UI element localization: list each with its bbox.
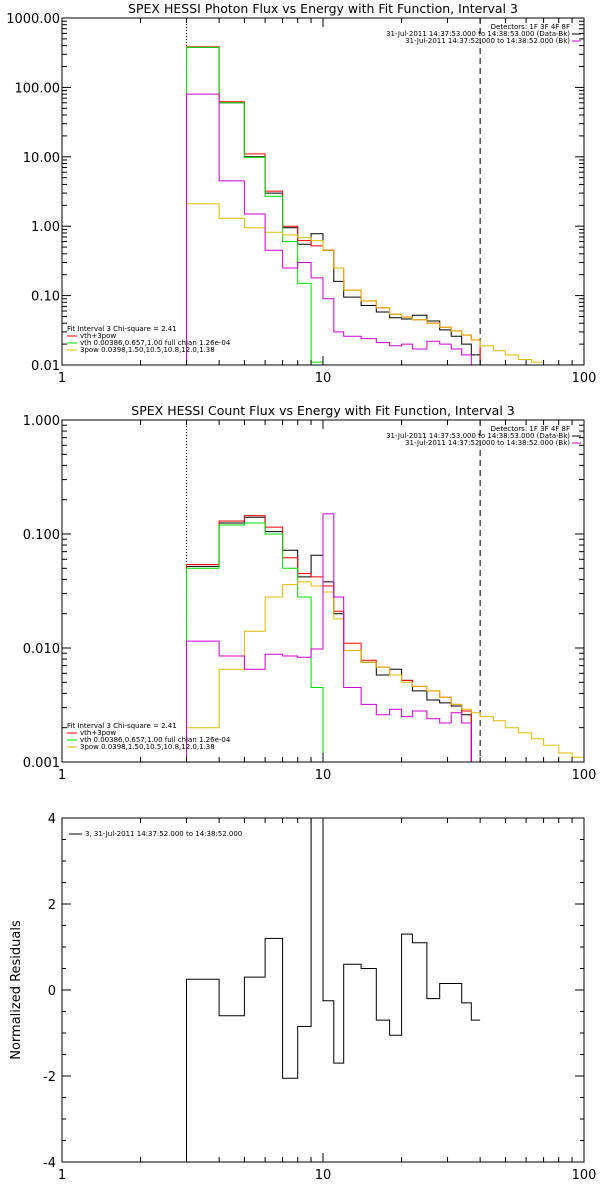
legend-entry: 31-Jul-2011 14:37:52.000 to 14:38:52.000… [405,439,570,447]
series-vth [186,522,335,762]
legend-entry: 3pow 0.0398,1.50,10.5,10.8,12.0,1.38 [80,743,215,751]
x-tick-label: 100 [572,768,597,783]
legend-entry: vth 0.00386,0.657,1.00 full chian 1.26e-… [80,339,231,347]
x-tick-label: 10 [315,1168,332,1183]
chart-panel-2: SPEX HESSI Count Flux vs Energy with Fit… [23,403,597,783]
y-tick-label: 0.01 [31,359,60,374]
y-tick-label: 10.00 [23,151,60,166]
y-tick-label: 0.100 [23,528,60,543]
plot-area [186,46,584,365]
plot-area [186,818,481,1162]
y-tick-label: 1.00 [31,220,60,235]
plot-area [186,513,584,762]
x-tick-label: 100 [572,371,597,386]
x-tick-label: 1 [58,371,66,386]
chart-title: SPEX HESSI Count Flux vs Energy with Fit… [131,403,514,418]
series-background [186,93,481,365]
legend-entry: 3pow 0.0398,1.50,10.5,10.8,12.0,1.38 [80,346,215,354]
series-vth [186,46,335,365]
legend-entry: Detectors: 1F 3F 4F 8F [491,425,570,433]
legend-entry: vth+3pow [80,729,116,737]
series-data [186,516,472,762]
y-tick-label: 0.10 [31,290,60,305]
y-tick-label: 100.00 [15,81,61,96]
chart-panel-3: 1 10 100 -4 -2 0 2 4 Normalized Residuals 3, 31-J… [9,812,596,1183]
series-3pow [186,203,584,365]
series-background [186,513,472,762]
y-tick-label: 0 [48,984,56,999]
y-tick-label: 1000.00 [6,12,60,27]
y-axis-label: Normalized Residuals [9,920,24,1060]
y-tick-label: 2 [48,898,56,913]
legend-entry: 31-Jul-2011 14:37:52.000 to 14:38:52.000… [405,37,570,45]
legend-entry: vth 0.00386,0.657,1.00 full chian 1.26e-… [80,736,231,744]
legend-entry: Detectors: 1F 3F 4F 8F [491,23,570,31]
x-tick-label: 100 [572,1168,597,1183]
plot-frame [61,17,585,366]
legend-entry: vth+3pow [80,332,116,340]
y-tick-label: 0.001 [23,756,60,771]
legend-entry: Fit Interval 3 Chi-square = 2.41 [67,325,177,333]
y-tick-label: 4 [48,812,56,827]
x-tick-label: 1 [58,1168,66,1183]
y-tick-label: 0.010 [23,642,60,657]
y-tick-label: -4 [43,1156,56,1171]
y-tick-label: 1.000 [23,414,60,429]
x-tick-label: 10 [315,768,332,783]
legend-entry: Fit Interval 3 Chi-square = 2.41 [67,722,177,730]
x-tick-label: 1 [58,768,66,783]
legend-entry: 3, 31-Jul-2011 14:37:52.000 to 14:38:52.… [85,830,242,838]
y-tick-label: -2 [43,1070,56,1085]
legend-entry: 31-Jul-2011 14:37:53.000 to 14:38:53.000… [386,432,570,440]
legend-entry: 31-Jul-2011 14:37:53.000 to 14:38:53.000… [386,30,570,38]
chart-panel-1: SPEX HESSI Photon Flux vs Energy with Fi… [6,1,596,386]
chart-title: SPEX HESSI Photon Flux vs Energy with Fi… [128,1,518,16]
series-3pow [186,581,584,762]
x-tick-label: 10 [315,371,332,386]
series-vth+3pow [186,515,472,762]
series-residuals [186,818,481,1162]
